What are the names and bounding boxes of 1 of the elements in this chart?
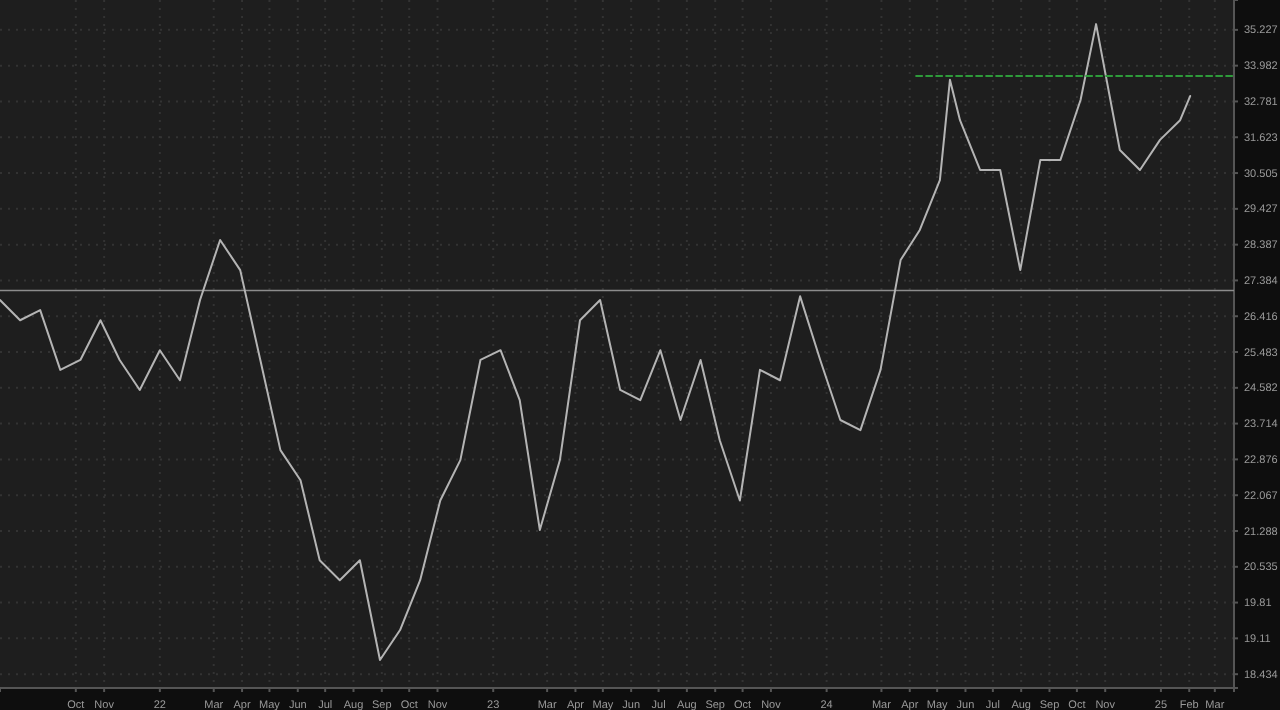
line-series (0, 23, 1192, 661)
